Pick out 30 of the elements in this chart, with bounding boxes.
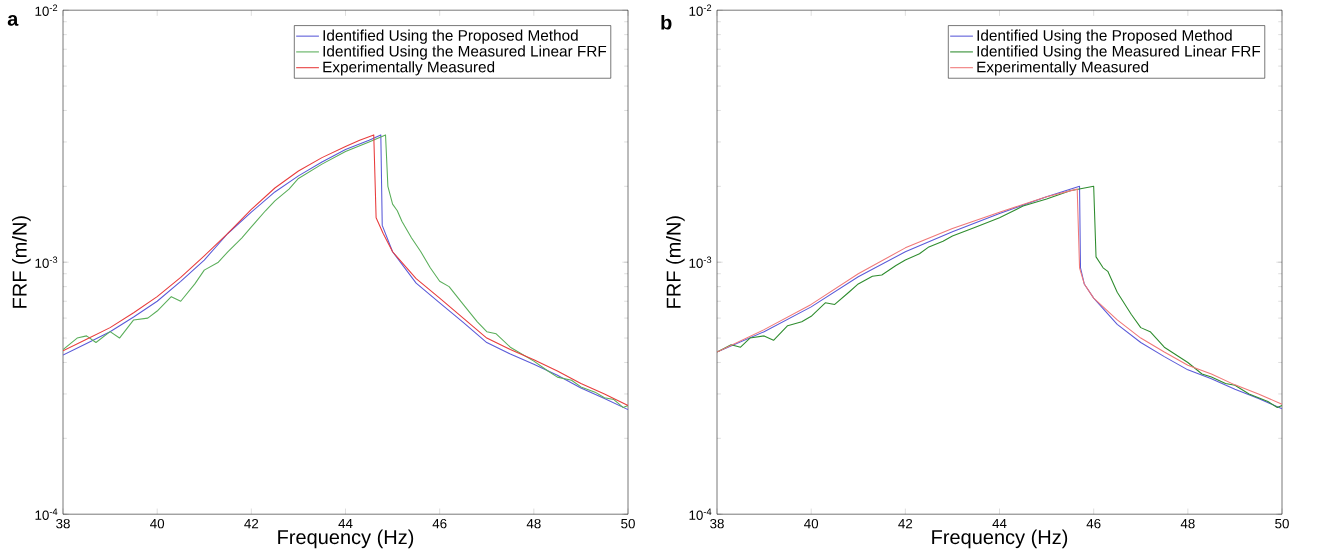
x-tick-label: 40 [150, 519, 165, 529]
x-tick-label: 40 [804, 519, 819, 529]
x-tick-label: 50 [621, 519, 635, 529]
x-tick-label: 48 [526, 519, 541, 529]
legend-label: Identified Using the Proposed Method [977, 29, 1232, 45]
x-tick-label: 38 [56, 519, 70, 529]
y-tick-label: 10$^{-2}$ [35, 4, 58, 17]
legend-label: Experimentally Measured [977, 61, 1149, 76]
x-tick-label: 50 [1275, 519, 1289, 529]
x-axis-title: Frequency (Hz) [278, 529, 414, 549]
x-tick-label: 38 [710, 519, 724, 529]
y-tick-label: 10$^{-2}$ [689, 4, 712, 17]
x-tick-label: 44 [992, 519, 1007, 529]
x-tick-label: 46 [1086, 519, 1101, 529]
legend-label: Identified Using the Proposed Method [323, 29, 578, 45]
text: b [661, 15, 672, 30]
y-tick-label: 10$^{-3}$ [35, 256, 58, 269]
x-tick-label: 46 [432, 519, 447, 529]
legend-label: Experimentally Measured [323, 61, 495, 76]
legend-label: Identified Using the Measured Linear FRF [977, 45, 1261, 60]
x-tick-label: 44 [338, 519, 353, 529]
y-axis-title: FRF (m/N) [666, 216, 685, 308]
text: a [7, 15, 19, 27]
legend-label: Identified Using the Measured Linear FRF [323, 45, 607, 60]
x-tick-label: 48 [1180, 519, 1195, 529]
x-axis-title: Frequency (Hz) [932, 529, 1068, 549]
y-axis-title: FRF (m/N) [12, 216, 31, 308]
x-tick-label: 42 [898, 519, 913, 529]
y-tick-label: 10$^{-3}$ [689, 256, 712, 269]
x-tick-label: 42 [244, 519, 259, 529]
